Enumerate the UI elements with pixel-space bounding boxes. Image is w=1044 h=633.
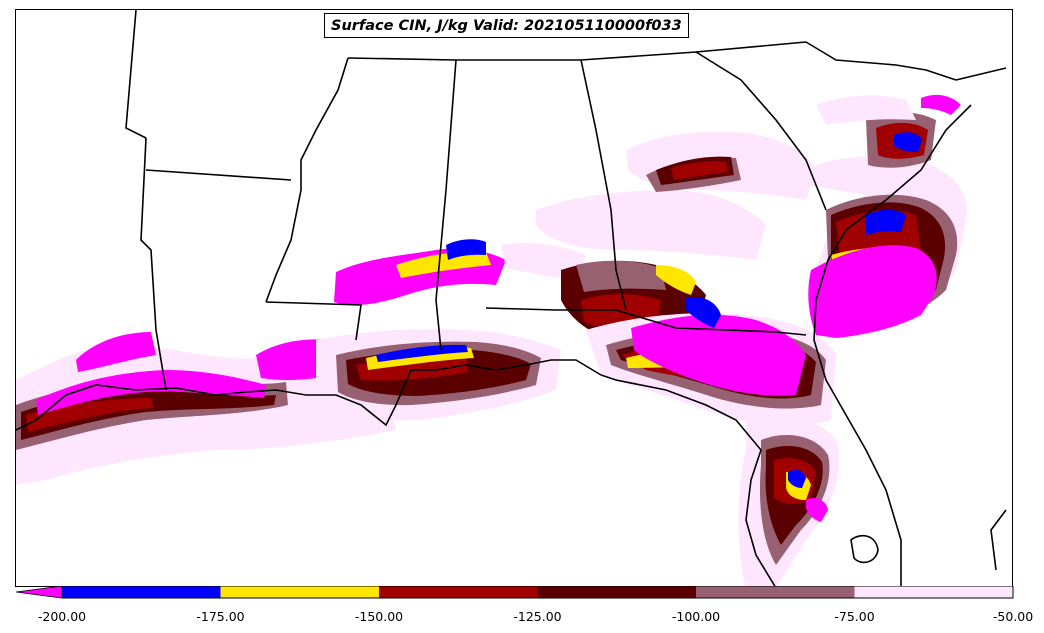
colorbar-bin <box>220 586 379 598</box>
colorbar-tick-label: -200.00 <box>37 609 87 624</box>
colorbar-tick-label: -75.00 <box>834 609 875 624</box>
colorbar-tick-label: -150.00 <box>354 609 404 624</box>
colorbar-extend-arrow <box>15 586 63 599</box>
cin-magenta-ne <box>921 94 961 115</box>
cin-yellow-al <box>656 265 696 295</box>
cin-light-al <box>536 190 766 260</box>
boundary-tn-south <box>347 41 807 61</box>
colorbar-tick-label: -175.00 <box>196 609 245 624</box>
boundary-ar-la <box>145 169 292 181</box>
coastline-gulf-fl <box>600 374 776 586</box>
cin-blue-pen <box>788 470 806 488</box>
coastline-east <box>813 67 1007 586</box>
cin-magenta-pen <box>806 498 828 522</box>
cin-magenta-fl <box>631 314 806 396</box>
colorbar-border <box>61 586 1014 599</box>
boundary-la-ms <box>265 301 362 341</box>
boundary-al-ga <box>580 59 627 311</box>
boundary-ar-south <box>140 137 157 331</box>
boundary-tx-la <box>155 329 167 391</box>
cin-yellow-ms <box>396 251 491 278</box>
boundary-fl-north <box>485 307 807 336</box>
cin-red-ga <box>671 161 728 180</box>
map-panel <box>15 9 1013 587</box>
colorbar-tick-label: -125.00 <box>513 609 562 624</box>
cin-blue-fl <box>686 297 721 328</box>
map-title: Surface CIN, J/kg Valid: 202105110000f03… <box>324 13 689 38</box>
cin-darkred-west <box>21 390 276 440</box>
coastline-mid-atlantic <box>990 509 1007 571</box>
boundary-ga-sc <box>695 51 827 211</box>
colorbar-tick-label: -50.00 <box>992 609 1034 624</box>
cin-mauve-al <box>576 260 666 292</box>
coastline-gulf-al-la <box>16 359 602 431</box>
colorbar-bin <box>62 586 221 598</box>
colorbar-bin <box>854 586 1013 598</box>
colorbar-bin <box>537 586 696 598</box>
colorbar-tick-label: -100.00 <box>671 609 721 624</box>
cin-blue-sc <box>866 209 906 235</box>
colorbar-bin <box>696 586 855 598</box>
cin-magenta-west <box>36 370 266 415</box>
cin-magenta-sc <box>808 245 937 338</box>
cin-red-west <box>26 398 154 432</box>
boundary-ok-tx <box>125 10 147 139</box>
cin-light-nc <box>816 95 916 125</box>
boundary-ms-al <box>435 59 457 351</box>
cin-blue-nc <box>894 132 922 152</box>
colorbar-bin <box>379 586 538 598</box>
colorbar-bins <box>62 586 1013 598</box>
cin-map <box>16 10 1007 586</box>
boundary-sc-nc <box>805 41 957 81</box>
cin-shading <box>16 94 967 586</box>
cin-blue-ms <box>446 239 486 260</box>
cin-blue-la <box>376 344 468 362</box>
state-boundaries <box>16 10 1007 586</box>
cin-magenta-nw <box>76 332 156 372</box>
boundary-ms-river <box>265 57 349 303</box>
lake-okeechobee <box>850 534 879 564</box>
colorbar <box>15 586 1014 599</box>
